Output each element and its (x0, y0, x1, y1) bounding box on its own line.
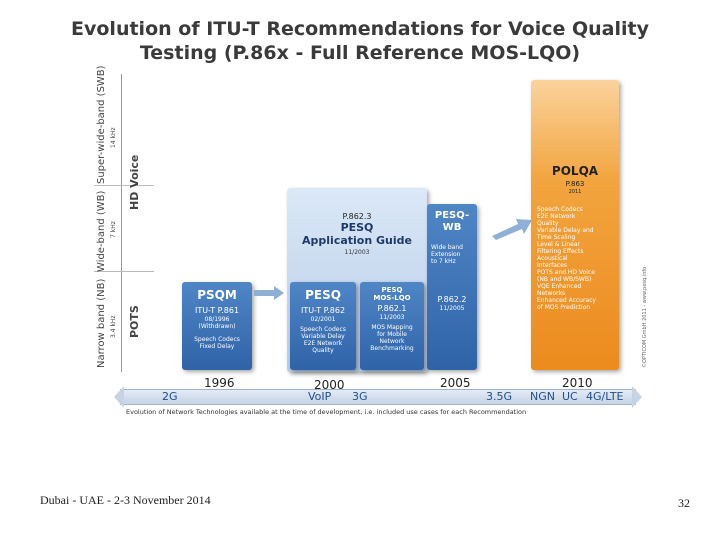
year-2000: 2000 (314, 378, 345, 392)
band-label-swb: Super-wide-band (SWB) (96, 65, 107, 184)
evolution-caption: Evolution of Network Technologies availa… (126, 408, 527, 416)
pesq-date: 02/2001 (310, 316, 336, 323)
hd-voice-label: HD Voice (128, 154, 141, 210)
psqm-title: PSQM (197, 288, 237, 302)
tech-uc: UC (562, 390, 578, 403)
polqa-date: 2011 (568, 189, 582, 195)
pesq-wb-title: PESQ- WB (434, 210, 470, 233)
polqa-box: POLQA P.863 2011 Speech Codecs E2E Netwo… (531, 80, 619, 370)
pesq-app-title2: Application Guide (302, 234, 412, 247)
band-label-nb: Narrow band (NB) (96, 278, 107, 368)
band-freq-nb: 3.4 kHz (110, 315, 117, 338)
pesq-mos-date: 11/2003 (379, 314, 405, 321)
polqa-items: Speech Codecs E2E Network Quality Variab… (537, 206, 596, 311)
footer-venue: Dubai - UAE - 2-3 November 2014 (40, 493, 211, 507)
vertical-axis (121, 74, 122, 372)
pesq-wb-date: 11/2005 (439, 305, 465, 312)
tech-voip: VoIP (308, 390, 332, 403)
psqm-status: (Withdrawn) (198, 323, 236, 330)
band-freq-wb: 7 kHz (110, 221, 117, 238)
slide-title-line1: Evolution of ITU-T Recommendations for V… (71, 18, 649, 40)
band-freq-swb: 14 kHz (110, 127, 117, 148)
tech-3-5g: 3.5G (486, 390, 513, 403)
pesq-title: PESQ (305, 288, 341, 302)
pesq-desc: Speech Codecs Variable Delay E2E Network… (300, 326, 346, 354)
copyright-note: ©OPTICOM GmbH 2011 - www.pesq.info (642, 266, 648, 368)
psqm-date: 08/1996 (204, 316, 230, 323)
pesq-wb-desc: Wide band Extension to 7 kHz (431, 244, 463, 265)
pots-label: POTS (128, 305, 141, 338)
pesq-mos-rec: P.862.1 (377, 304, 407, 313)
year-2010: 2010 (562, 376, 593, 390)
pesq-wb-rec: P.862.2 (437, 295, 467, 304)
psqm-rec: ITU-T P.861 (194, 306, 240, 315)
arrow-icon (254, 286, 284, 300)
psqm-box: PSQM ITU-T P.861 08/1996 (Withdrawn) Spe… (182, 282, 252, 370)
timeline-left-arrow-icon (114, 386, 124, 408)
pesq-app-title1: PESQ (340, 221, 374, 234)
diagram: Super-wide-band (SWB) 14 kHz Wide-band (… (94, 65, 664, 430)
page-number: 32 (678, 496, 690, 510)
arrow-icon (492, 219, 532, 240)
pesq-app-rec: P.862.3 (342, 212, 372, 221)
pesq-mos-title: PESQ MOS-LQO (373, 286, 411, 302)
band-label-wb: Wide-band (WB) (96, 190, 107, 272)
polqa-rec: P.863 (565, 180, 585, 188)
year-1996: 1996 (204, 376, 235, 390)
psqm-desc: Speech Codecs Fixed Delay (194, 336, 240, 350)
year-2005: 2005 (440, 376, 471, 390)
timeline-right-arrow-icon (632, 386, 642, 408)
pesq-rec: ITU-T P.862 (300, 306, 346, 315)
polqa-title: POLQA (551, 164, 599, 178)
pesq-wb-box: PESQ- WB Wide band Extension to 7 kHz P.… (427, 204, 477, 370)
pesq-box: PESQ ITU-T P.862 02/2001 Speech Codecs V… (290, 282, 356, 370)
pesq-mos-box: PESQ MOS-LQO P.862.1 11/2003 MOS Mapping… (360, 282, 424, 370)
tech-ngn: NGN (530, 390, 555, 403)
timeline-bar (120, 389, 636, 405)
tech-4g-lte: 4G/LTE (586, 390, 624, 403)
pesq-app-date: 11/2003 (344, 249, 370, 256)
tech-3g: 3G (352, 390, 368, 403)
tech-2g: 2G (162, 390, 178, 403)
slide-title-line2: Testing (P.86x - Full Reference MOS-LQO) (139, 42, 581, 64)
pesq-mos-desc: MOS Mapping for Mobile Network Benchmark… (370, 324, 414, 352)
